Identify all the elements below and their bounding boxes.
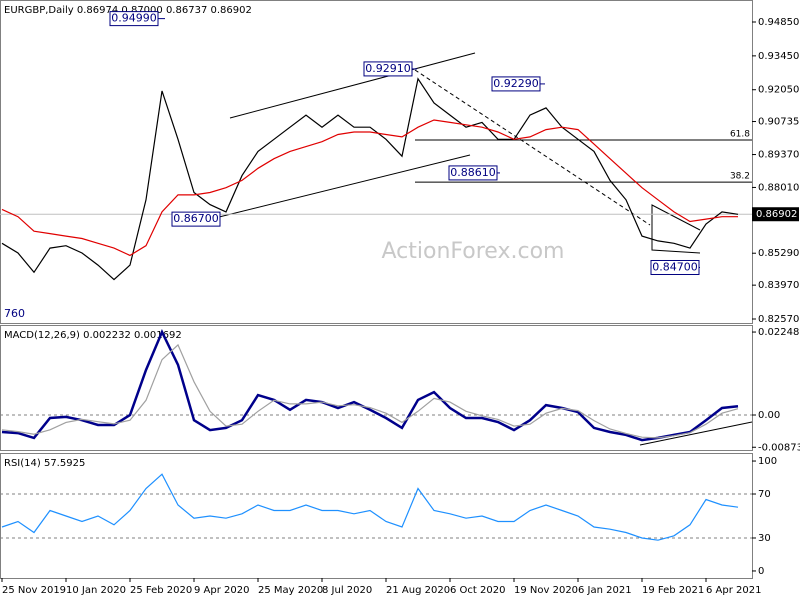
price-panel xyxy=(0,0,753,324)
y-tick-label: 0.88010 xyxy=(758,182,799,193)
fib-label: 61.8 xyxy=(730,130,750,140)
clipped-label: 760 xyxy=(4,307,25,320)
annotation-label: 0.94990 xyxy=(111,12,157,25)
annotation-label: 0.92290 xyxy=(493,77,539,90)
trend-line xyxy=(414,69,651,226)
x-tick-label: 8 Jul 2020 xyxy=(322,585,372,596)
annotation-label: 0.92910 xyxy=(365,62,411,75)
annotation-label: 0.88610 xyxy=(450,166,496,179)
x-tick-label: 19 Nov 2020 xyxy=(514,585,578,596)
y-tick-label: 0.89370 xyxy=(758,150,799,161)
channel-upper xyxy=(229,52,476,119)
y-tick-label: 70 xyxy=(758,489,771,500)
y-tick-label: 0.82570 xyxy=(758,314,799,325)
series-line xyxy=(1,328,739,442)
y-tick-label: -0.008736 xyxy=(758,442,800,453)
y-tick-label: 0.022482 xyxy=(758,327,800,338)
macd-panel xyxy=(0,325,753,451)
x-tick-label: 6 Oct 2020 xyxy=(450,585,505,596)
y-tick-label: 0.92050 xyxy=(758,85,799,96)
wedge xyxy=(651,204,701,254)
y-tick-label: 0.93450 xyxy=(758,51,799,62)
channel-lower xyxy=(214,154,471,219)
annotation-label: 0.84700 xyxy=(652,260,698,273)
fib-label: 38.2 xyxy=(730,172,750,182)
x-tick-label: 25 May 2020 xyxy=(258,585,323,596)
annotation-box xyxy=(491,76,541,92)
x-tick-label: 9 Apr 2020 xyxy=(194,585,249,596)
series-line xyxy=(1,119,738,257)
y-tick-label: 30 xyxy=(758,533,771,544)
x-tick-label: 10 Jan 2020 xyxy=(66,585,126,596)
x-tick-label: 6 Jan 2021 xyxy=(578,585,632,596)
macd-title: MACD(12,26,9) 0.002232 0.001692 xyxy=(4,330,182,341)
series-line xyxy=(1,77,739,281)
series-line xyxy=(1,343,739,439)
x-tick-label: 19 Feb 2021 xyxy=(642,585,704,596)
watermark: ActionForex.com xyxy=(382,239,565,264)
y-tick-label: 0.94850 xyxy=(758,17,799,28)
x-tick-label: 25 Feb 2020 xyxy=(130,585,192,596)
current-price-box xyxy=(752,207,799,222)
annotation-label: 0.86700 xyxy=(173,212,219,225)
x-tick-label: 25 Nov 2019 xyxy=(2,585,66,596)
annotation-box xyxy=(448,165,498,181)
current-price-label: 0.86902 xyxy=(756,209,797,220)
annotation-box xyxy=(171,211,221,227)
y-tick-label: 100 xyxy=(758,456,777,467)
y-tick-label: 0.83970 xyxy=(758,280,799,291)
annotation-box xyxy=(650,259,700,275)
rsi-title: RSI(14) 57.5925 xyxy=(4,458,85,469)
y-tick-label: 0.90735 xyxy=(758,117,799,128)
series-line xyxy=(1,473,739,541)
annotation-box xyxy=(109,11,159,27)
chart-title: EURGBP,Daily 0.86974 0.87000 0.86737 0.8… xyxy=(4,5,252,16)
y-tick-label: 0.85290 xyxy=(758,248,799,259)
x-tick-label: 6 Apr 2021 xyxy=(706,585,761,596)
macd-trend-line xyxy=(639,421,753,446)
annotation-box xyxy=(363,61,413,77)
rsi-panel xyxy=(0,453,753,579)
y-tick-label: 0.00 xyxy=(758,410,780,421)
y-tick-label: 0 xyxy=(758,566,764,577)
x-tick-label: 21 Aug 2020 xyxy=(386,585,450,596)
